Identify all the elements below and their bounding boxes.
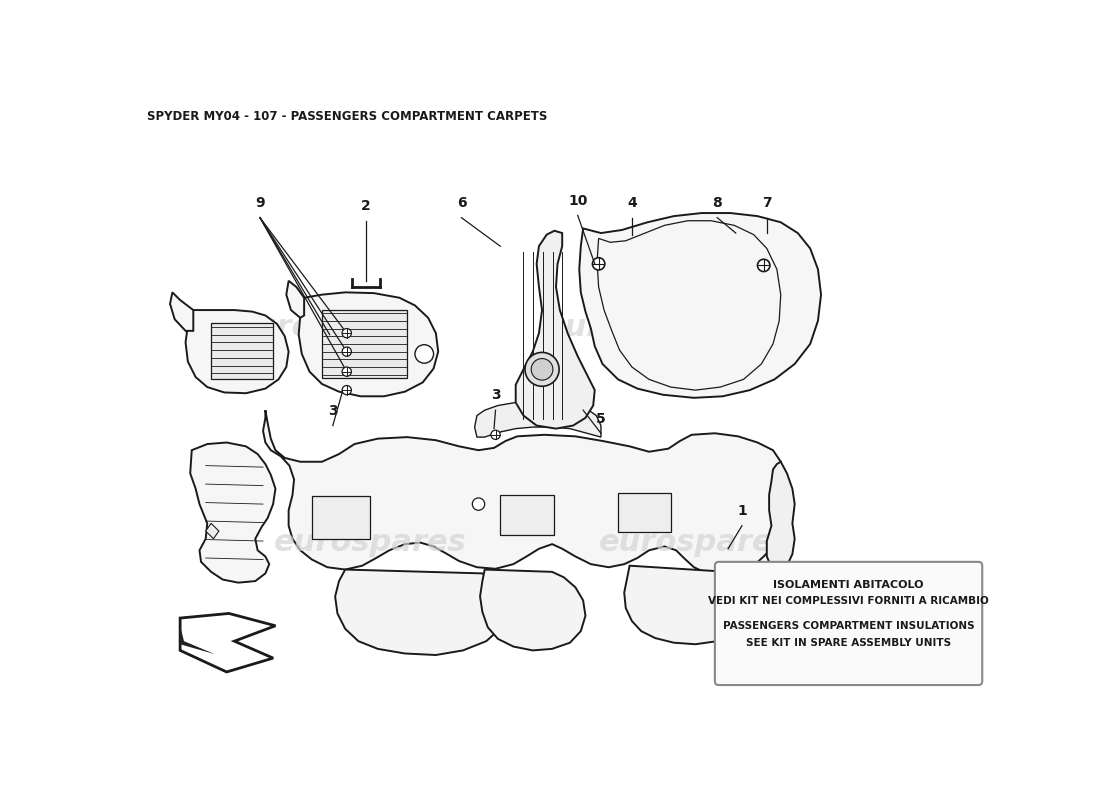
Text: 10: 10 (568, 194, 587, 208)
Bar (211, 323, 273, 378)
Circle shape (342, 367, 351, 376)
Polygon shape (516, 230, 595, 429)
Bar (618, 494, 671, 532)
Bar (500, 495, 554, 535)
Polygon shape (480, 570, 585, 650)
Polygon shape (190, 442, 275, 582)
Polygon shape (286, 281, 304, 318)
Text: 2: 2 (361, 199, 371, 213)
Text: 6: 6 (456, 196, 466, 210)
Polygon shape (263, 410, 781, 575)
Polygon shape (580, 213, 821, 398)
Text: VEDI KIT NEI COMPLESSIVI FORNITI A RICAMBIO: VEDI KIT NEI COMPLESSIVI FORNITI A RICAM… (708, 597, 989, 606)
Circle shape (342, 329, 351, 338)
Circle shape (415, 345, 433, 363)
Text: eurospares: eurospares (600, 528, 792, 557)
Text: 3: 3 (491, 389, 501, 402)
FancyBboxPatch shape (715, 562, 982, 685)
Bar (312, 496, 370, 538)
Text: SPYDER MY04 - 107 - PASSENGERS COMPARTMENT CARPETS: SPYDER MY04 - 107 - PASSENGERS COMPARTME… (146, 110, 547, 123)
Circle shape (758, 259, 770, 271)
Circle shape (472, 498, 485, 510)
Text: ISOLAMENTI ABITACOLO: ISOLAMENTI ABITACOLO (773, 579, 924, 590)
Polygon shape (299, 292, 438, 396)
Polygon shape (186, 310, 288, 394)
Text: 3: 3 (328, 404, 338, 418)
Polygon shape (180, 626, 214, 654)
Text: eurospares: eurospares (544, 313, 738, 342)
Text: 7: 7 (762, 196, 771, 210)
Polygon shape (206, 523, 219, 538)
Circle shape (491, 430, 501, 439)
Text: PASSENGERS COMPARTMENT INSULATIONS: PASSENGERS COMPARTMENT INSULATIONS (723, 621, 975, 631)
Circle shape (531, 358, 553, 380)
Text: 8: 8 (713, 196, 722, 210)
Polygon shape (624, 566, 750, 644)
Polygon shape (336, 570, 508, 655)
Text: eurospares: eurospares (235, 313, 428, 342)
Polygon shape (170, 292, 194, 331)
Text: 9: 9 (255, 196, 265, 210)
Text: SEE KIT IN SPARE ASSEMBLY UNITS: SEE KIT IN SPARE ASSEMBLY UNITS (746, 638, 952, 648)
Circle shape (525, 353, 559, 386)
Text: 5: 5 (596, 411, 606, 426)
Text: 4: 4 (627, 196, 637, 210)
Polygon shape (474, 401, 601, 437)
Polygon shape (767, 462, 794, 572)
Circle shape (342, 347, 351, 356)
Polygon shape (180, 614, 275, 672)
Bar (322, 310, 407, 378)
Circle shape (593, 258, 605, 270)
Circle shape (342, 386, 351, 394)
Text: eurospares: eurospares (274, 528, 466, 557)
Text: 1: 1 (737, 504, 747, 518)
